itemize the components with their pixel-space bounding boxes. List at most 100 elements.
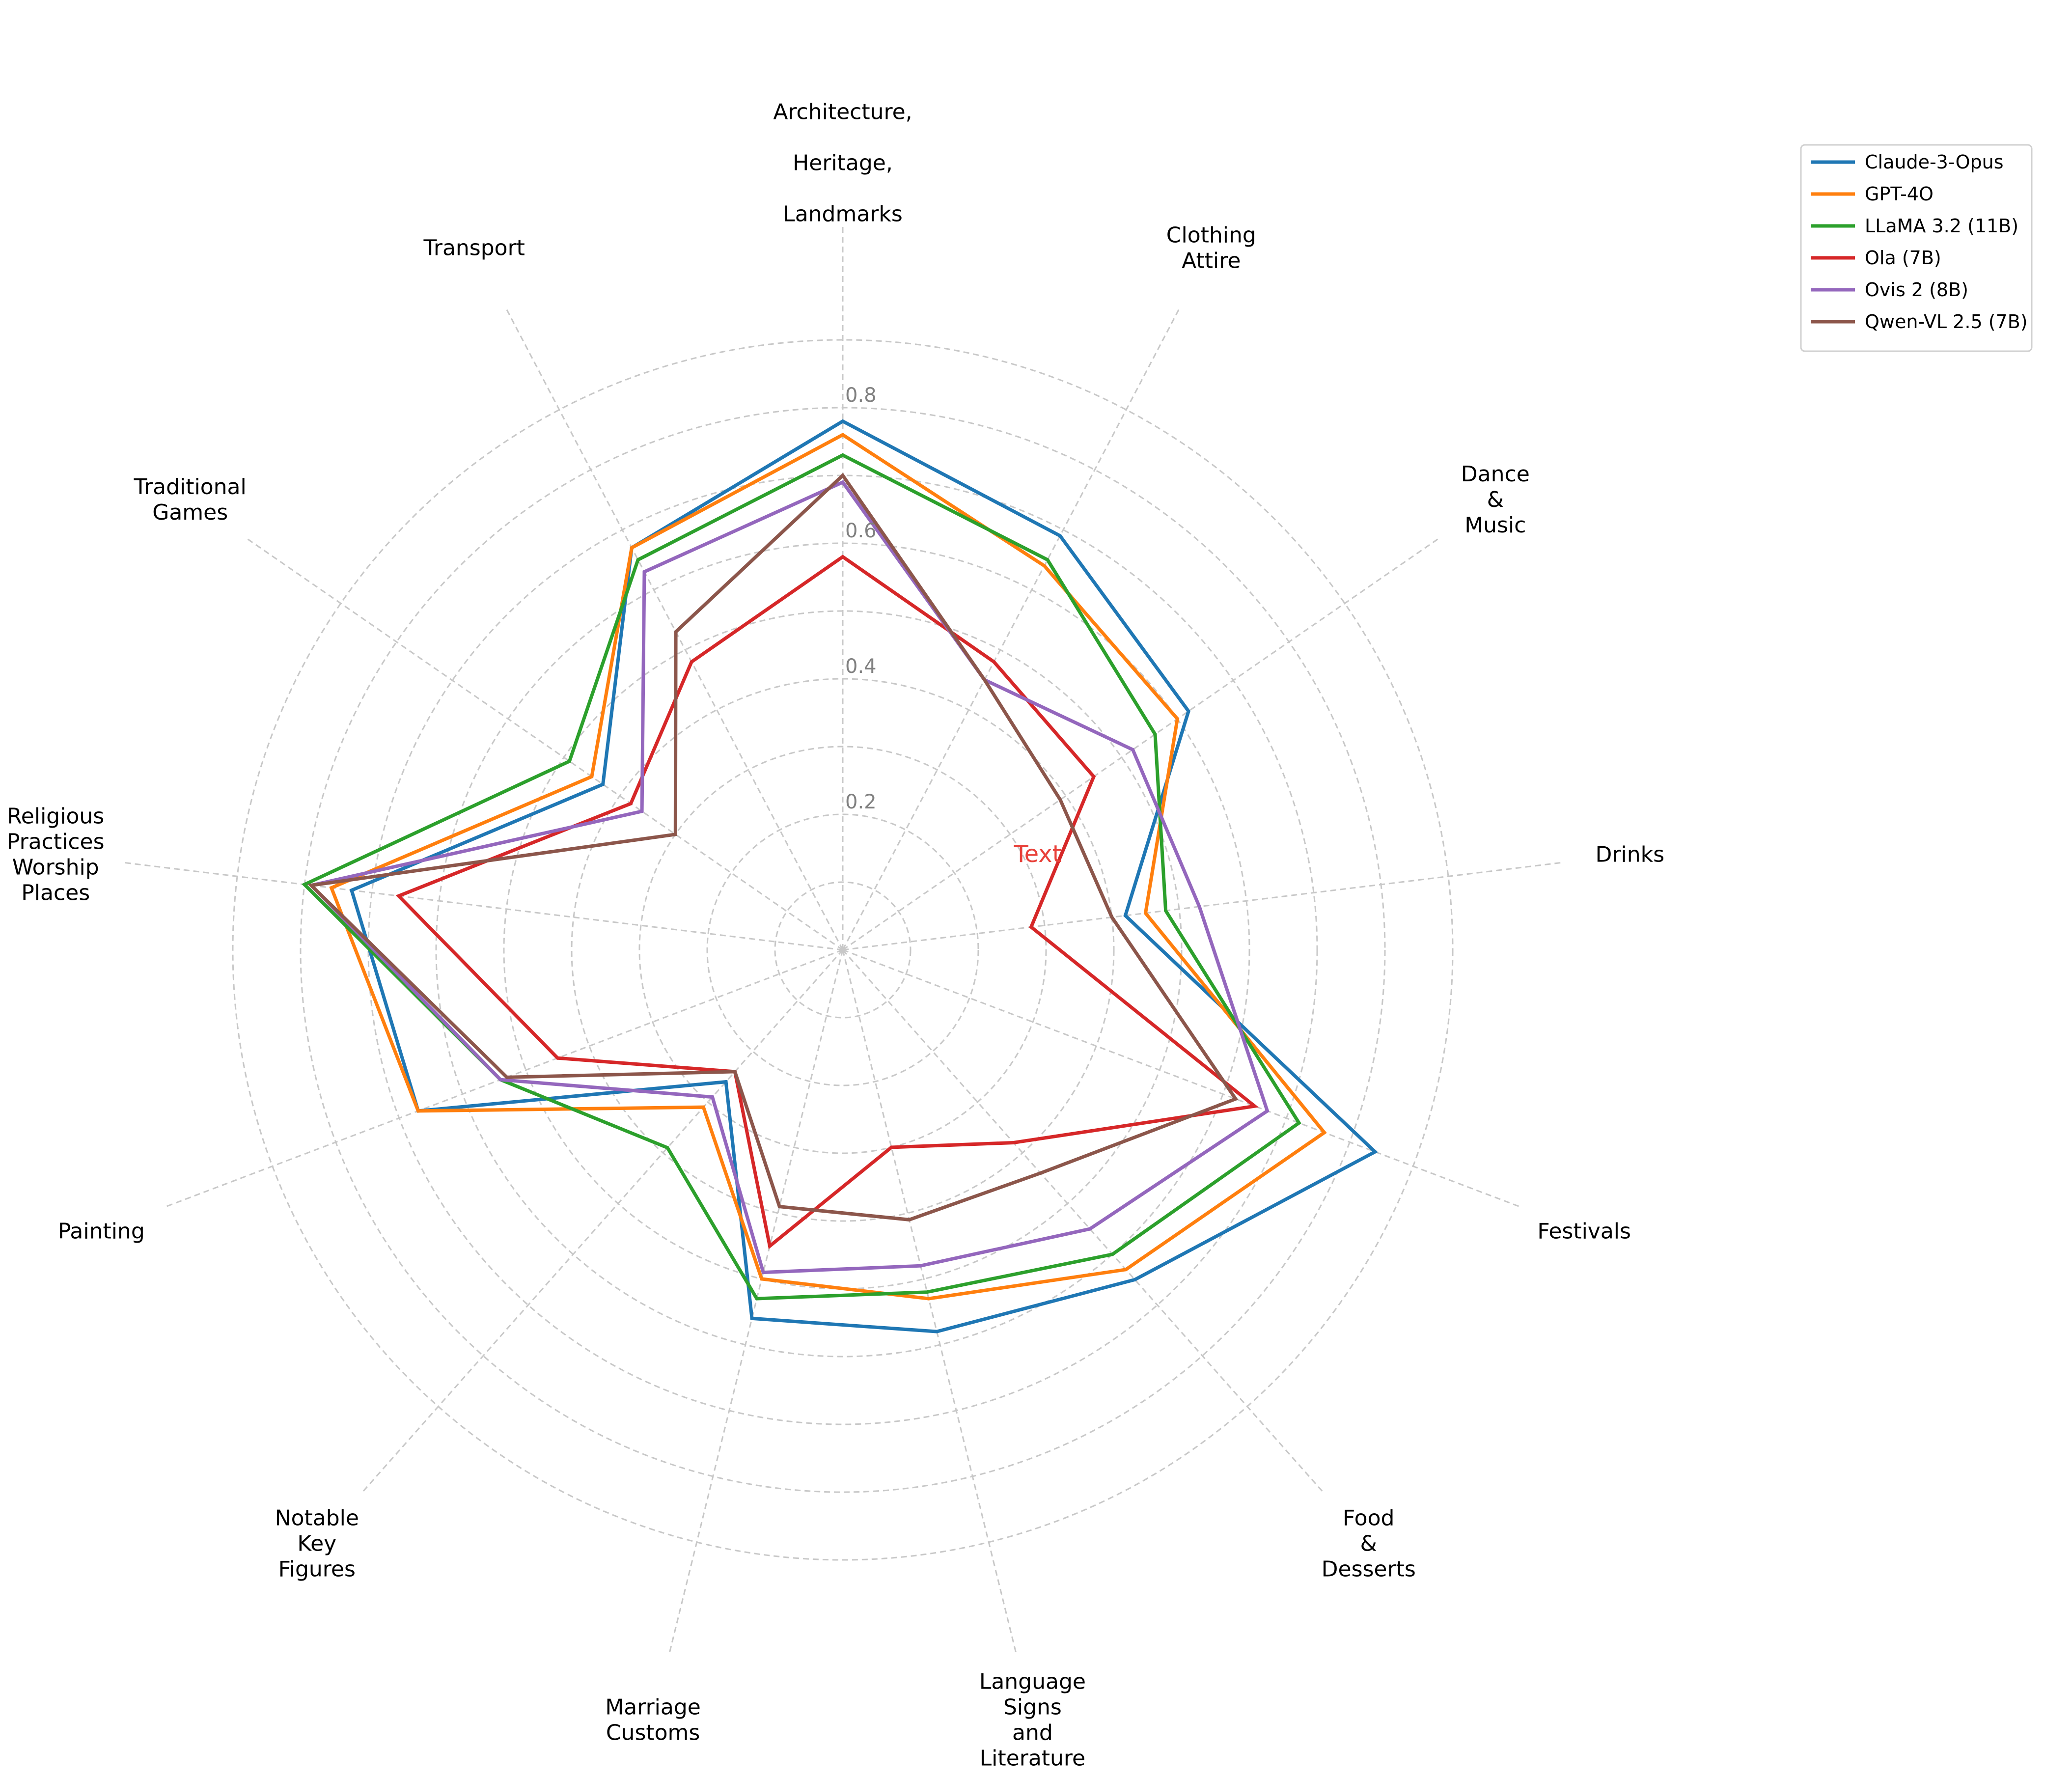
grid-spoke-12 <box>245 537 843 951</box>
category-label-dance-music: Dance & Music <box>1461 462 1530 538</box>
data-point-qwen-vl-2-5-7b-10 <box>505 1075 509 1079</box>
grid-spoke-2 <box>842 307 1181 950</box>
category-label-line: & <box>1360 1531 1377 1556</box>
data-point-ola-7b-5 <box>1253 1104 1257 1108</box>
grid-spoke-3 <box>842 537 1440 951</box>
series-line-qwen-vl-2-5-7b <box>307 472 1239 1222</box>
tick-label-0-2: 0.2 <box>845 791 877 813</box>
legend-label-ovis-2-8b: Ovis 2 (8B) <box>1865 279 1968 301</box>
data-point-claude-3-opus-11 <box>350 888 354 892</box>
data-point-ovis-2-8b-5 <box>1266 1109 1269 1113</box>
data-point-gpt-4o-8 <box>760 1277 764 1281</box>
data-point-ola-7b-7 <box>889 1145 893 1149</box>
category-label-drinks: Drinks <box>1596 842 1665 867</box>
data-point-ovis-2-8b-3 <box>1131 748 1135 751</box>
data-point-claude-3-opus-8 <box>750 1316 754 1320</box>
legend-label-gpt-4o: GPT-4O <box>1865 183 1934 205</box>
category-label-religious-practices-worship-places: Religious Practices Worship Places <box>7 804 105 905</box>
data-point-qwen-vl-2-5-7b-13 <box>674 630 678 634</box>
category-label-line: Language <box>979 1669 1086 1694</box>
data-point-gpt-4o-9 <box>701 1105 705 1109</box>
category-label-line: Drinks <box>1596 842 1665 867</box>
data-point-claude-3-opus-9 <box>724 1080 728 1084</box>
grid-spoke-8 <box>668 949 844 1655</box>
data-point-claude-3-opus-4 <box>1123 914 1127 917</box>
category-label-architecture-heritage-landmarks: Architecture, Heritage, Landmarks <box>773 99 912 226</box>
category-label-line: Practices <box>7 829 105 854</box>
category-label-line: Marriage <box>605 1695 701 1720</box>
data-point-llama-3-2-11b-4 <box>1164 909 1168 913</box>
data-point-gpt-4o-12 <box>590 775 594 778</box>
data-point-qwen-vl-2-5-7b-11 <box>309 884 313 888</box>
category-label-line: Clothing <box>1166 222 1256 248</box>
grid-spoke-9 <box>361 949 844 1494</box>
category-label-clothing-attire: Clothing Attire <box>1166 222 1256 273</box>
legend-box <box>1800 144 2033 352</box>
data-point-gpt-4o-6 <box>1124 1268 1128 1272</box>
category-label-language-signs-and-literature: Language Signs and Literature <box>979 1669 1086 1771</box>
category-label-line: Festivals <box>1537 1219 1631 1244</box>
data-point-ola-7b-12 <box>629 802 633 805</box>
data-point-ola-7b-8 <box>768 1244 772 1248</box>
category-label-line: Heritage, <box>793 150 893 175</box>
category-label-line: Key <box>297 1531 336 1556</box>
data-point-qwen-vl-2-5-7b-6 <box>1039 1171 1043 1175</box>
grid-spoke-13 <box>505 307 844 950</box>
category-label-line: & <box>1487 487 1504 512</box>
data-point-ola-7b-13 <box>690 660 693 664</box>
category-label-transport: Transport <box>423 235 525 260</box>
data-point-qwen-vl-2-5-7b-1 <box>841 473 845 477</box>
grid-ring-9 <box>232 339 1454 1561</box>
legend-label-claude-3-opus: Claude-3-Opus <box>1865 151 2004 173</box>
grid-spoke-7 <box>842 949 1017 1655</box>
series-line-ovis-2-8b <box>307 480 1270 1275</box>
category-label-line: Landmarks <box>783 201 903 226</box>
data-point-ovis-2-8b-7 <box>919 1264 922 1268</box>
data-point-llama-3-2-11b-2 <box>1046 558 1050 562</box>
data-point-qwen-vl-2-5-7b-9 <box>733 1070 737 1074</box>
legend-label-llama-3-2-11b: LLaMA 3.2 (11B) <box>1865 215 2018 237</box>
data-point-llama-3-2-11b-11 <box>303 883 306 887</box>
category-label-line: Notable <box>275 1506 359 1531</box>
data-point-claude-3-opus-1 <box>841 419 845 423</box>
tick-label-0-8: 0.8 <box>845 384 877 407</box>
data-point-qwen-vl-2-5-7b-4 <box>1110 916 1114 919</box>
center-annotation: Text <box>1013 840 1061 868</box>
data-point-ola-7b-10 <box>555 1056 559 1060</box>
radar-series <box>301 419 1378 1333</box>
data-point-claude-3-opus-12 <box>601 782 605 786</box>
series-line-gpt-4o <box>329 433 1327 1301</box>
data-point-ovis-2-8b-6 <box>1088 1227 1092 1231</box>
category-label-marriage-customs: Marriage Customs <box>605 1695 701 1746</box>
data-point-llama-3-2-11b-5 <box>1297 1121 1301 1125</box>
data-point-ola-7b-3 <box>1092 775 1096 778</box>
category-label-line: Food <box>1343 1506 1395 1531</box>
series-line-llama-3-2-11b <box>301 453 1301 1301</box>
data-point-gpt-4o-13 <box>630 546 634 550</box>
category-label-food-desserts: Food & Desserts <box>1322 1506 1416 1582</box>
data-point-ovis-2-8b-13 <box>642 570 646 574</box>
grid-spoke-4 <box>842 861 1563 951</box>
data-point-gpt-4o-7 <box>927 1297 931 1301</box>
category-label-line: Religious <box>7 804 104 829</box>
data-point-llama-3-2-11b-13 <box>636 558 640 562</box>
data-point-qwen-vl-2-5-7b-3 <box>1058 798 1062 802</box>
data-point-ovis-2-8b-12 <box>640 809 644 813</box>
data-point-ovis-2-8b-1 <box>841 480 845 484</box>
legend: Claude-3-Opus GPT-4O LLaMA 3.2 (11B) Ola (7… <box>1800 144 2033 352</box>
category-label-painting: Painting <box>58 1219 145 1244</box>
category-label-line: Games <box>152 500 228 525</box>
data-point-claude-3-opus-3 <box>1187 709 1190 713</box>
data-point-ola-7b-6 <box>1012 1141 1016 1144</box>
grid-spoke-10 <box>164 949 843 1208</box>
data-point-gpt-4o-10 <box>416 1109 420 1113</box>
data-point-gpt-4o-1 <box>841 433 845 437</box>
data-point-llama-3-2-11b-3 <box>1153 732 1157 736</box>
data-point-llama-3-2-11b-12 <box>568 759 571 763</box>
grid-ring-2 <box>706 813 979 1086</box>
grid-spoke-11 <box>122 861 843 951</box>
radar-grid <box>122 224 1563 1655</box>
data-point-ovis-2-8b-10 <box>498 1078 502 1082</box>
